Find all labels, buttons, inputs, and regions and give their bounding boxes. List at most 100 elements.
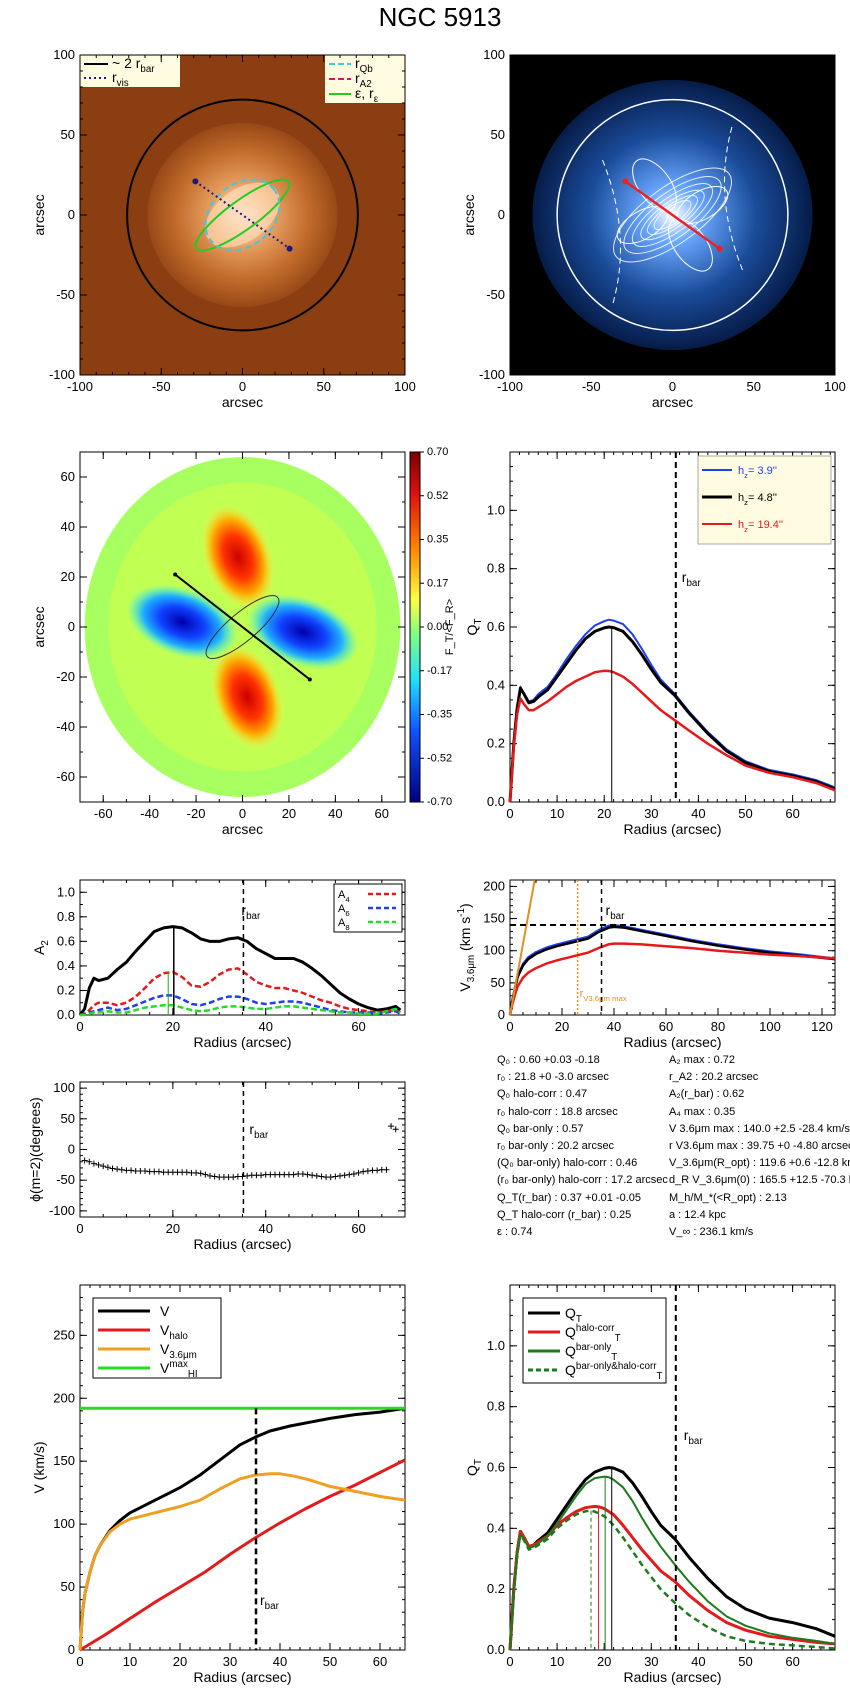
label-part: V (160, 1360, 170, 1376)
y-tick-label: 0.8 (487, 1399, 505, 1414)
x-axis-label: arcsec (222, 394, 263, 410)
y-tick-label: 0.0 (487, 1642, 505, 1657)
label-part: A (338, 917, 346, 929)
x-tick-label: 30 (223, 1654, 237, 1669)
phase-point (197, 1170, 204, 1177)
phase-point (100, 1163, 107, 1170)
label-part: r (112, 69, 117, 85)
y-axis-label: arcsec (31, 194, 47, 235)
rbar-line (624, 180, 721, 250)
colorbar-tick-label: 0.70 (427, 446, 448, 458)
parameter-row: M_h/M_*(<R_opt) : 2.13 (669, 1191, 787, 1204)
x-tick-label: 60 (375, 806, 389, 821)
label-part: Q (565, 1305, 576, 1321)
label-part: z (744, 471, 748, 480)
legend-label: hz​= 19.4'' (738, 519, 783, 534)
phase-point (258, 1172, 265, 1179)
phase-point (109, 1165, 116, 1172)
label-part: 8 (345, 923, 349, 932)
velocity-series-line (78, 1406, 406, 1651)
panel-9-velocity-chart: 0102030405060050100150200250rbar​VVhalo​… (31, 1284, 406, 1685)
y-tick-label: -50 (486, 287, 505, 302)
qt-series-line (508, 669, 836, 803)
y-tick-label: 0 (498, 207, 505, 222)
params-right-column: A₂ max : 0.72 r_A2 : 20.2 arcsec A₂(r_bar)… (669, 1052, 850, 1241)
label-part: r (355, 70, 360, 86)
y-tick-label: 0.4 (487, 677, 505, 692)
label-part: (km s (457, 917, 473, 955)
label-part: bar (686, 578, 701, 589)
rbar-label: rbar​ (241, 902, 261, 922)
label-part: halo (169, 1331, 188, 1342)
legend-label: V (160, 1303, 170, 1319)
x-tick-label: 0 (506, 1654, 513, 1669)
velocity-series-line (79, 1458, 406, 1652)
phase-point (355, 1169, 362, 1176)
x-tick-label: 40 (273, 1654, 287, 1669)
panel-4-qt-chart: 0 10 20 30 40 50 60 0.0 0.2 0.4 0.6 0.8 1.0 rbar​ hz​=… (464, 451, 836, 837)
label-part: A2 (360, 79, 372, 90)
y-tick-label: 0.6 (487, 1460, 505, 1475)
phase-point (230, 1174, 237, 1181)
phase-point (360, 1168, 367, 1175)
y-axis-label: A2​ (31, 940, 51, 955)
label-part: bar-only (576, 1342, 611, 1353)
parameter-row: (Q₀ bar-only) halo-corr : 0.46 (497, 1157, 638, 1170)
v36-series-line (508, 925, 836, 1016)
x-tick-label: 60 (351, 1019, 365, 1034)
legend-label: A4​ (338, 889, 350, 904)
label-part: Q (464, 1465, 480, 1476)
rbar-endpoint (286, 245, 293, 252)
label-part: V (160, 1341, 170, 1357)
label-part: r (682, 569, 687, 585)
phase-point (337, 1172, 343, 1179)
x-tick-label: 50 (738, 806, 752, 821)
legend-label: Qbar-only​T​ (565, 1342, 617, 1363)
y-tick-label: 0.8 (57, 909, 75, 924)
rbar-endpoint (622, 178, 629, 185)
y-tick-label: -100 (49, 367, 75, 382)
label-part: Q (464, 624, 480, 635)
parameter-row: Q_T halo-corr (r_bar) : 0.25 (497, 1208, 632, 1221)
phase-point (104, 1164, 111, 1171)
y-tick-label: 50 (491, 975, 505, 990)
x-tick-label: 40 (258, 1221, 272, 1236)
label-part: 4 (345, 895, 350, 904)
legend-label: A8​ (338, 917, 350, 932)
label-part: 6 (345, 909, 349, 918)
label-part: Q (565, 1343, 576, 1359)
y-axis-label: QT​ (464, 619, 484, 636)
qt-corr-series-line (508, 1509, 836, 1651)
x-tick-label: 10 (550, 806, 564, 821)
parameter-row: r₀ : 21.8 +0 -3.0 arcsec (497, 1071, 609, 1084)
phase-point (202, 1171, 209, 1178)
label-part: T (473, 619, 484, 625)
x-tick-label: 60 (351, 1221, 365, 1236)
legend-label: QT​ (565, 1305, 582, 1325)
y-axis-label: V3.6μm​ (km s-1​) (456, 903, 477, 991)
legend-rvis-label: rvis​ (112, 69, 129, 89)
colorbar (409, 451, 421, 803)
label-part: A (31, 945, 47, 955)
qt-series-line (508, 625, 836, 803)
label-part: r (249, 1121, 254, 1137)
am-series-line (79, 967, 401, 1017)
y-tick-label: 100 (53, 1516, 75, 1531)
label-part: ε (374, 94, 379, 105)
phase-point (244, 1172, 251, 1179)
parameter-row: r₀ bar-only : 20.2 arcsec (497, 1140, 615, 1153)
y-tick-label: 1.0 (487, 1338, 505, 1353)
x-tick-label: 0 (239, 806, 246, 821)
phase-point (313, 1172, 320, 1179)
label-part: arcsec (31, 194, 47, 235)
colorbar-tick-label: -0.70 (427, 796, 452, 808)
phase-point (392, 1126, 399, 1133)
legend-right-label: rQb​ (355, 55, 373, 75)
label-part: 2 (40, 940, 51, 945)
y-tick-label: 0.6 (487, 619, 505, 634)
y-axis-label: ϕ(m=2)(degrees) (27, 1097, 43, 1202)
x-axis-label: Radius (arcsec) (623, 821, 721, 837)
label-part: arcsec (31, 606, 47, 647)
y-tick-label: 0 (68, 1642, 75, 1657)
phase-point (318, 1173, 325, 1180)
